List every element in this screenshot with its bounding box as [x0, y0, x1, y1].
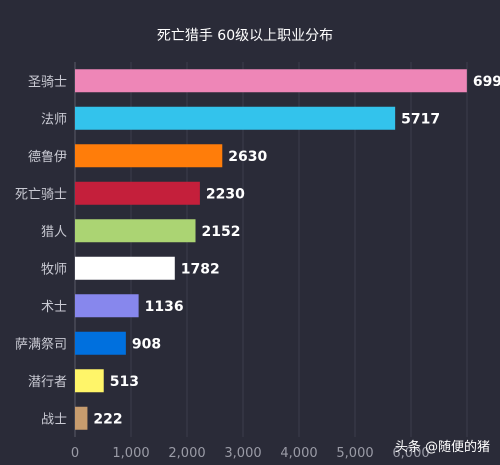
x-tick-labels: 0 1,000 2,000 3,000 4,000 5,000 6,000: [71, 446, 430, 461]
category-label: 萨满祭司: [15, 337, 67, 352]
value-labels: 6997 5717 2630 2230 2152 1782 1136 908 513 222: [93, 74, 500, 428]
value-label: 2230: [206, 186, 245, 202]
bar: [75, 256, 175, 280]
value-label: 1136: [145, 299, 184, 315]
bar: [75, 106, 396, 130]
x-tick-label: 2,000: [168, 446, 205, 461]
category-label: 战士: [41, 412, 67, 427]
category-label: 牧师: [41, 262, 67, 277]
category-label: 死亡骑士: [15, 187, 67, 202]
x-tick-label: 6,000: [392, 446, 429, 461]
value-label: 2630: [228, 149, 267, 165]
category-label: 法师: [41, 112, 67, 127]
value-label: 513: [110, 374, 139, 390]
x-tick-label: 5,000: [336, 446, 373, 461]
bar: [75, 406, 88, 430]
chart-title: 死亡猎手 60级以上职业分布: [157, 28, 333, 44]
bar: [75, 219, 196, 243]
value-label: 6997: [473, 74, 500, 90]
category-label: 猎人: [41, 225, 67, 240]
category-label: 德鲁伊: [28, 150, 67, 165]
bar: [75, 69, 467, 93]
category-label: 圣骑士: [28, 75, 67, 90]
value-label: 908: [132, 336, 161, 352]
credit-watermark: 头条 @随便的猪: [394, 440, 490, 455]
value-label: 222: [93, 411, 122, 427]
bars: [75, 69, 467, 430]
bar: [75, 144, 223, 168]
x-tick-label: 1,000: [112, 446, 149, 461]
value-label: 2152: [202, 224, 241, 240]
x-tick-label: 0: [71, 446, 79, 461]
value-label: 1782: [181, 261, 220, 277]
x-tick-label: 3,000: [224, 446, 261, 461]
bar: [75, 369, 104, 393]
bar: [75, 181, 200, 205]
x-tick-label: 4,000: [280, 446, 317, 461]
category-label: 术士: [41, 300, 67, 315]
value-label: 5717: [401, 111, 440, 127]
bar: [75, 294, 139, 318]
category-label: 潜行者: [28, 375, 67, 390]
bar: [75, 331, 126, 355]
